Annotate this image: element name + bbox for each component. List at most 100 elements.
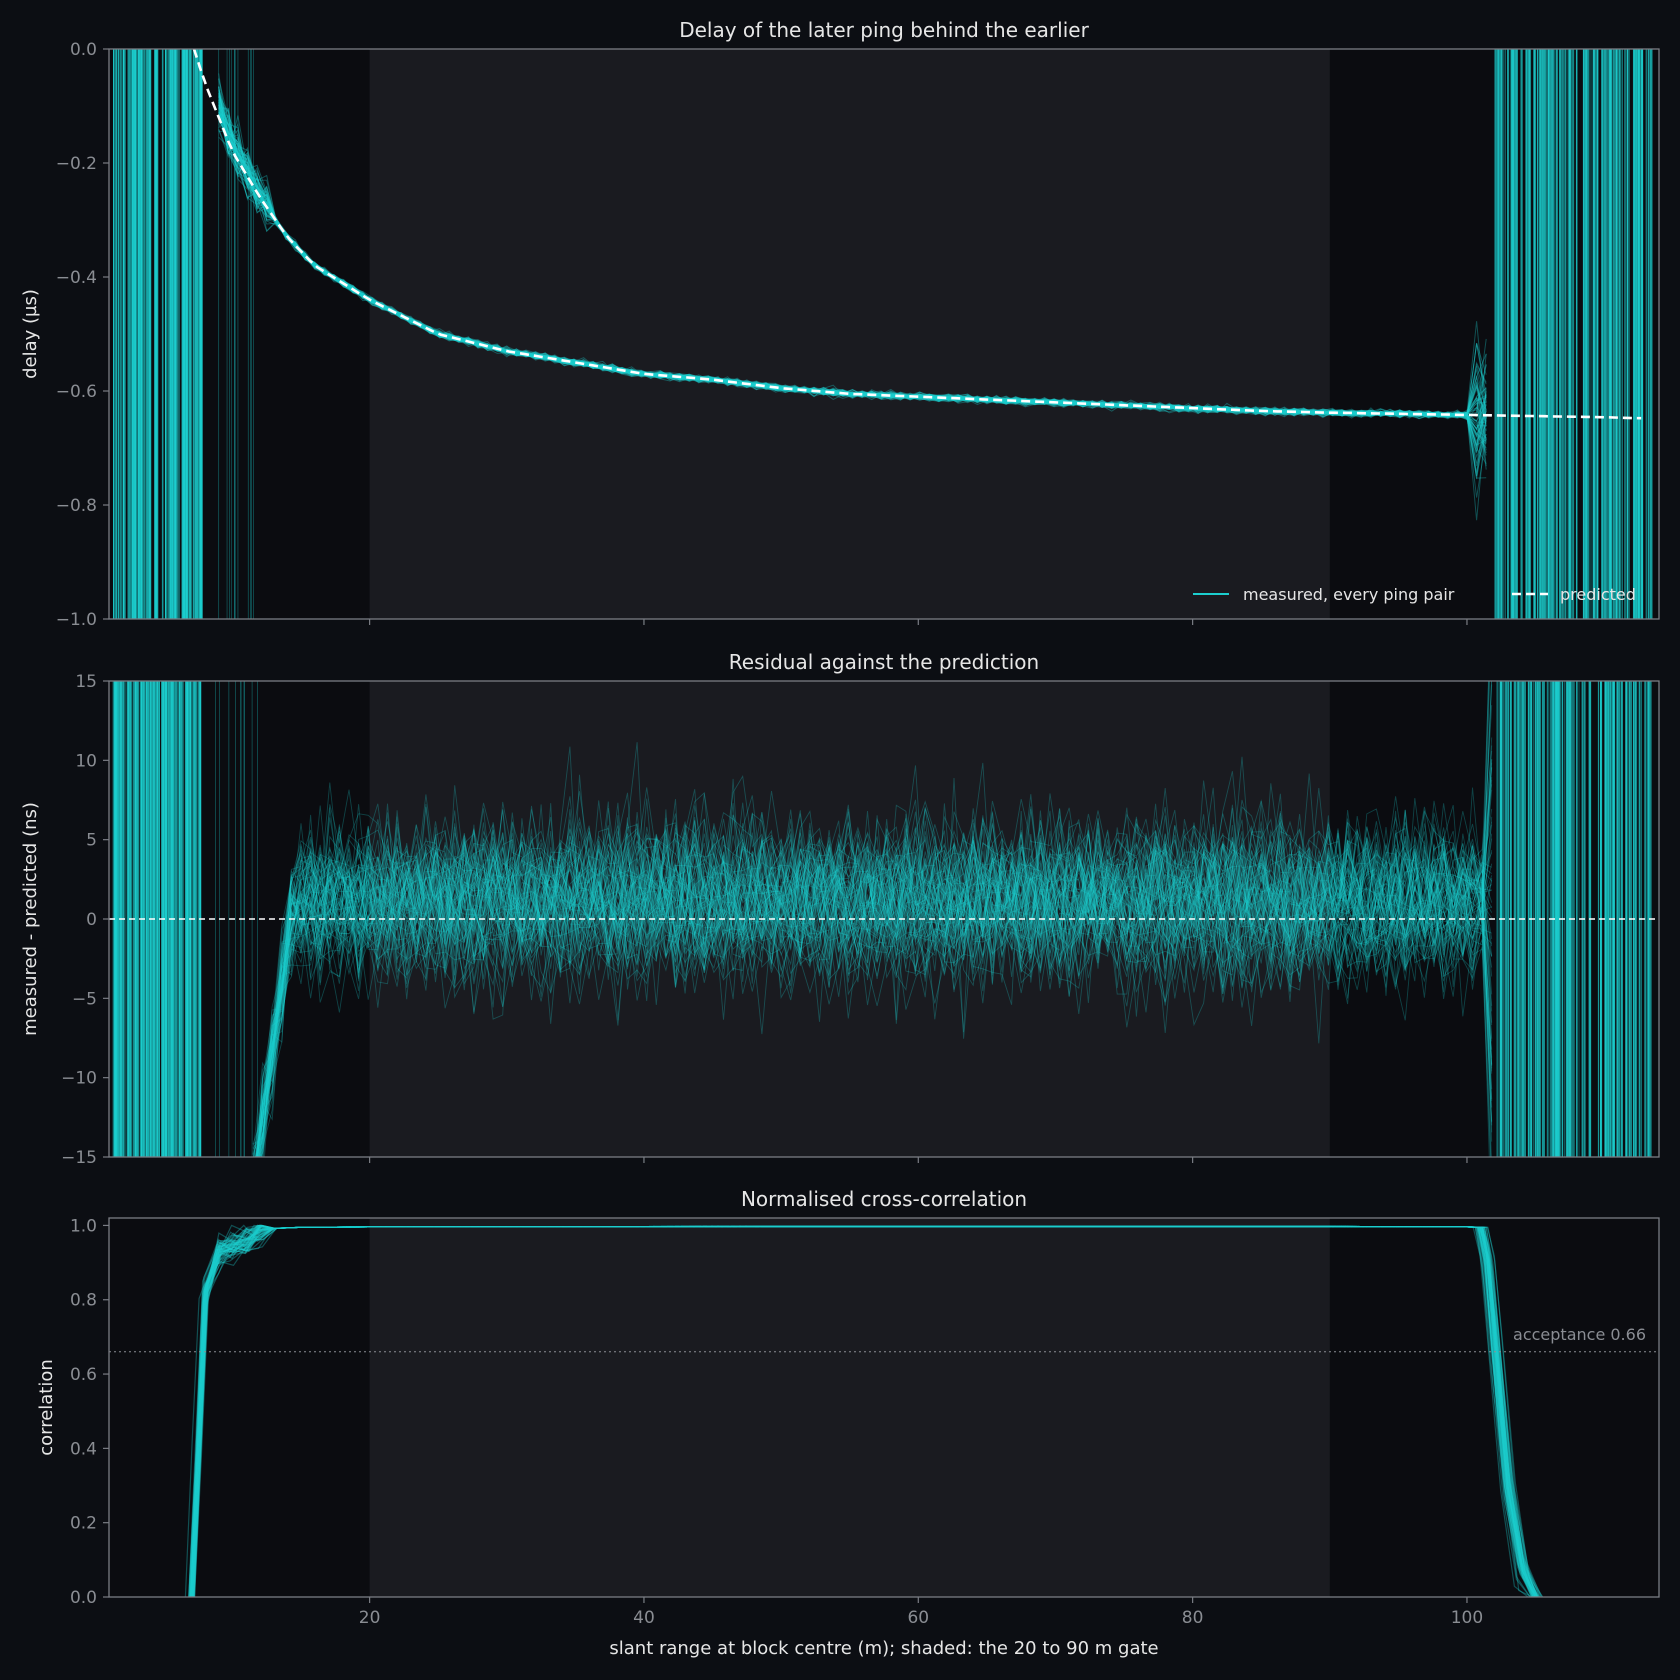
residual-trace: [256, 684, 1493, 1157]
residual-trace: [255, 828, 1493, 1157]
correlation-trace: [190, 1225, 1537, 1597]
residual-trace: [256, 789, 1493, 1157]
correlation-trace: [191, 1225, 1534, 1597]
y-tick-label: 0: [86, 910, 97, 930]
correlation-trace: [190, 1225, 1538, 1597]
y-tick-label: −5: [72, 989, 97, 1009]
measured-trace: [218, 104, 1487, 477]
residual-trace: [260, 806, 1493, 1157]
correlation-panel-title: Normalised cross-correlation: [741, 1187, 1027, 1211]
residual-trace: [259, 825, 1493, 1157]
correlation-trace: [191, 1224, 1540, 1597]
correlation-trace: [191, 1224, 1529, 1597]
residual-trace: [255, 789, 1493, 1157]
residual-trace: [257, 681, 1490, 1157]
correlation-trace: [192, 1224, 1542, 1597]
correlation-panel: acceptance 0.66 1.0 0.8 0.6 0.4 0.2 0.0 20 40 6…: [36, 1187, 1660, 1628]
y-tick-label: −0.2: [56, 154, 97, 174]
residual-trace: [260, 787, 1492, 1157]
residual-trace: [257, 681, 1490, 1157]
y-tick-label: 0.6: [70, 1365, 97, 1385]
legend-measured-label: measured, every ping pair: [1243, 585, 1455, 604]
residual-trace: [252, 823, 1493, 1157]
residual-trace: [256, 809, 1492, 1157]
residual-trace: [257, 828, 1493, 1157]
residual-trace: [257, 807, 1493, 1157]
legend-predicted-label: predicted: [1560, 585, 1636, 604]
residual-trace: [253, 830, 1493, 1157]
correlation-trace: [189, 1224, 1538, 1597]
residual-trace: [252, 759, 1493, 1145]
measured-trace: [218, 95, 1487, 419]
correlation-gate-shade: [369, 1218, 1330, 1597]
residual-trace: [256, 773, 1493, 1157]
y-tick-label: 0.0: [70, 40, 97, 60]
residual-trace: [257, 737, 1493, 1157]
correlation-trace: [190, 1225, 1531, 1597]
residual-trace: [256, 821, 1493, 1157]
correlation-trace: [190, 1224, 1538, 1597]
residual-trace: [252, 811, 1493, 1145]
measured-trace: [218, 119, 1487, 464]
measured-trace: [218, 86, 1487, 419]
correlation-trace: [191, 1224, 1536, 1597]
correlation-trace: [193, 1225, 1537, 1597]
delay-panel: 0.0 −0.2 −0.4 −0.6 −0.8 −1.0 Delay of the lat…: [20, 18, 1660, 630]
y-tick-label: 5: [86, 831, 97, 851]
correlation-trace: [189, 1224, 1536, 1597]
x-tick-label: 100: [1451, 1608, 1483, 1628]
y-tick-label: 0.2: [70, 1514, 97, 1534]
residual-trace: [253, 817, 1493, 1157]
correlation-trace: [193, 1225, 1533, 1597]
correlation-trace: [189, 1225, 1540, 1597]
correlation-trace: [190, 1224, 1537, 1597]
measured-trace: [218, 106, 1487, 470]
residual-trace: [256, 824, 1493, 1157]
correlation-trace: [190, 1225, 1537, 1597]
residual-trace: [258, 782, 1493, 1157]
x-tick-label: 60: [907, 1608, 929, 1628]
y-tick-label: −10: [61, 1069, 97, 1089]
residual-trace: [259, 802, 1493, 1157]
correlation-trace: [188, 1225, 1531, 1597]
residual-trace: [256, 824, 1493, 1157]
residual-trace: [257, 842, 1493, 1157]
residual-trace: [254, 774, 1493, 1157]
x-tick-label: 40: [633, 1608, 655, 1628]
residual-trace: [258, 809, 1492, 1157]
correlation-trace: [184, 1224, 1534, 1597]
residual-trace: [257, 798, 1492, 1157]
residual-trace: [256, 765, 1492, 1157]
correlation-trace: [192, 1225, 1536, 1597]
residual-trace: [260, 838, 1493, 1157]
residual-trace: [253, 681, 1489, 1157]
y-tick-label: −0.6: [56, 382, 97, 402]
residual-trace: [255, 809, 1493, 1157]
correlation-trace: [193, 1224, 1537, 1597]
correlation-axes-frame: [108, 1217, 1660, 1598]
residual-trace: [258, 803, 1493, 1157]
delay-panel-title: Delay of the later ping behind the earli…: [679, 18, 1089, 42]
delay-y-axis-label: delay (µs): [20, 289, 41, 379]
correlation-trace: [189, 1224, 1535, 1597]
residual-trace: [260, 778, 1493, 1157]
correlation-trace: [190, 1225, 1534, 1597]
residual-trace: [256, 774, 1493, 1157]
residual-trace: [252, 799, 1493, 1157]
correlation-trace: [191, 1225, 1541, 1597]
measured-trace: [218, 105, 1487, 423]
residual-trace: [255, 804, 1493, 1157]
residual-trace: [262, 835, 1492, 1157]
residual-trace: [255, 835, 1493, 1157]
correlation-trace: [188, 1224, 1538, 1597]
y-tick-label: 1.0: [70, 1216, 97, 1236]
correlation-trace: [193, 1225, 1539, 1597]
y-tick-label: 0.4: [70, 1439, 97, 1459]
correlation-trace: [192, 1224, 1539, 1597]
acceptance-label: acceptance 0.66: [1513, 1325, 1646, 1344]
correlation-trace: [192, 1224, 1535, 1597]
correlation-trace: [191, 1224, 1534, 1597]
residual-trace: [259, 784, 1493, 1157]
correlation-trace: [188, 1224, 1532, 1597]
correlation-trace: [191, 1224, 1537, 1597]
